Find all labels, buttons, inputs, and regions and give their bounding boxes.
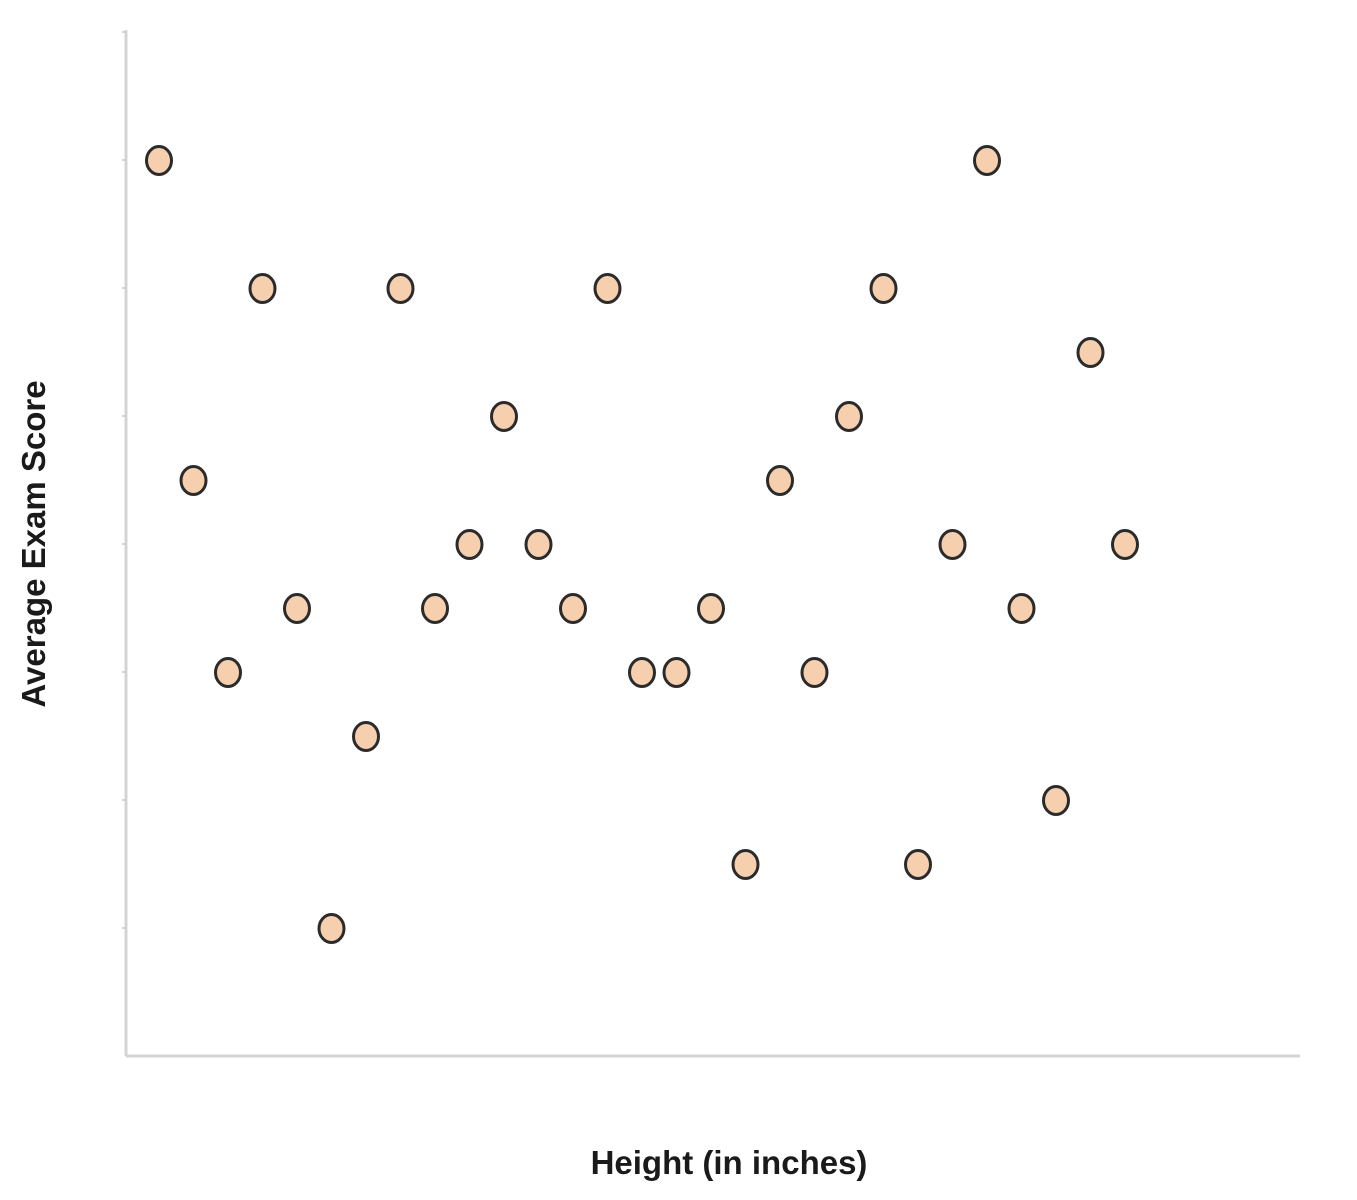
data-point — [317, 913, 346, 944]
data-point — [1076, 337, 1105, 368]
data-point — [248, 273, 277, 304]
data-point — [628, 657, 656, 688]
y-axis-label: Average Exam Score — [15, 380, 52, 707]
data-point — [214, 657, 242, 688]
data-point — [904, 849, 932, 880]
data-point — [1042, 785, 1070, 816]
data-point — [766, 465, 794, 496]
data-point — [835, 401, 863, 432]
y-axis-ticks — [122, 31, 126, 929]
data-point — [421, 593, 449, 624]
data-point — [179, 465, 208, 496]
data-point — [1007, 593, 1036, 624]
x-axis-label: Height (in inches) — [591, 1144, 868, 1181]
data-point — [697, 593, 725, 624]
data-point — [455, 529, 484, 560]
data-point — [973, 145, 1001, 176]
data-point — [559, 593, 587, 624]
data-point — [869, 273, 898, 304]
data-point — [593, 273, 622, 304]
data-point — [800, 657, 829, 688]
data-point — [1111, 529, 1139, 560]
data-point — [352, 721, 380, 752]
data-point — [524, 529, 553, 560]
data-point — [731, 849, 760, 880]
data-point — [662, 657, 691, 688]
data-point — [283, 593, 311, 624]
data-points — [145, 145, 1139, 944]
data-point — [386, 273, 415, 304]
data-point — [938, 529, 967, 560]
data-point — [490, 401, 518, 432]
data-point — [145, 145, 173, 176]
